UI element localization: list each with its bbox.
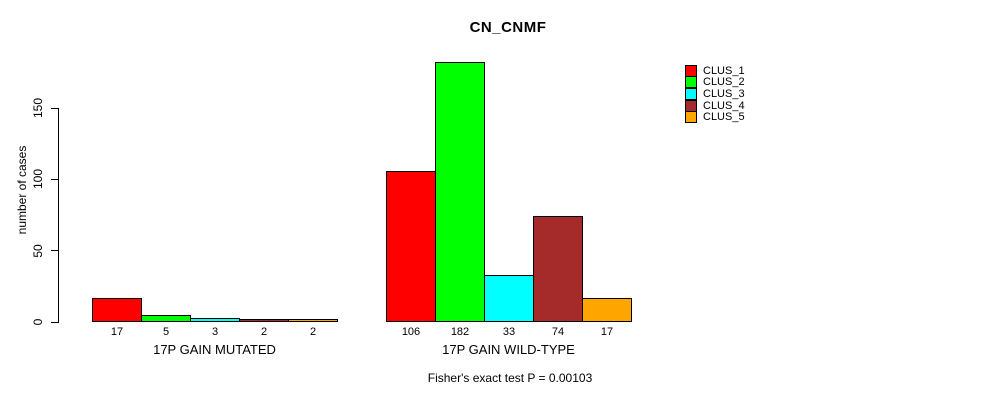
caption: Fisher's exact test P = 0.00103 bbox=[427, 371, 593, 385]
legend-swatch-icon bbox=[685, 99, 697, 112]
bar-clus_1-group1 bbox=[92, 297, 142, 322]
bar-clus_4-group1 bbox=[239, 319, 289, 322]
legend-item-clus_3: CLUS_3 bbox=[685, 87, 745, 100]
legend-item-clus_1: CLUS_1 bbox=[685, 64, 745, 77]
bar-value-label: 33 bbox=[502, 326, 516, 338]
x-group-label: 17P GAIN MUTATED bbox=[153, 342, 276, 357]
y-axis-tick bbox=[51, 107, 58, 109]
bar-value-label: 2 bbox=[260, 326, 268, 338]
bar-clus_2-group1 bbox=[141, 314, 191, 322]
bar-clus_1-group2 bbox=[386, 170, 436, 322]
bar-value-label: 106 bbox=[401, 326, 421, 338]
bar-value-label: 17 bbox=[600, 326, 614, 338]
legend-label: CLUS_3 bbox=[703, 87, 745, 100]
legend-swatch-icon bbox=[685, 111, 697, 124]
bar-clus_5-group1 bbox=[288, 319, 338, 322]
legend-item-clus_5: CLUS_5 bbox=[685, 111, 745, 124]
bar-clus_3-group1 bbox=[190, 317, 240, 322]
legend-label: CLUS_2 bbox=[703, 76, 745, 89]
chart-title: CN_CNMF bbox=[469, 19, 547, 36]
y-axis-tick-label: 50 bbox=[31, 243, 45, 258]
y-axis-tick bbox=[51, 250, 58, 252]
legend-item-clus_4: CLUS_4 bbox=[685, 99, 745, 112]
bar-value-label: 74 bbox=[551, 326, 565, 338]
bar-clus_4-group2 bbox=[533, 216, 583, 322]
x-group-label: 17P GAIN WILD-TYPE bbox=[442, 342, 575, 357]
y-axis-tick bbox=[51, 321, 58, 323]
legend: CLUS_1 CLUS_2 CLUS_3 CLUS_4 CLUS_5 bbox=[685, 64, 745, 124]
legend-swatch-icon bbox=[685, 87, 697, 100]
bar-clus_3-group2 bbox=[484, 274, 534, 322]
y-axis-label: number of cases bbox=[15, 145, 29, 235]
y-axis-tick bbox=[51, 178, 58, 180]
y-axis-line bbox=[58, 108, 59, 323]
legend-label: CLUS_4 bbox=[703, 99, 745, 112]
bar-clus_2-group2 bbox=[435, 62, 485, 322]
legend-label: CLUS_5 bbox=[703, 111, 745, 124]
y-axis-tick-label: 100 bbox=[31, 169, 45, 190]
legend-swatch-icon bbox=[685, 64, 697, 77]
bar-value-label: 5 bbox=[162, 326, 170, 338]
bar-value-label: 182 bbox=[450, 326, 470, 338]
legend-label: CLUS_1 bbox=[703, 64, 745, 77]
y-axis-tick-label: 0 bbox=[31, 318, 45, 326]
bar-value-label: 3 bbox=[211, 326, 219, 338]
bar-value-label: 17 bbox=[110, 326, 124, 338]
bar-clus_5-group2 bbox=[582, 297, 632, 322]
legend-item-clus_2: CLUS_2 bbox=[685, 76, 745, 89]
bar-value-label: 2 bbox=[309, 326, 317, 338]
y-axis-tick-label: 150 bbox=[31, 97, 45, 119]
legend-swatch-icon bbox=[685, 76, 697, 89]
